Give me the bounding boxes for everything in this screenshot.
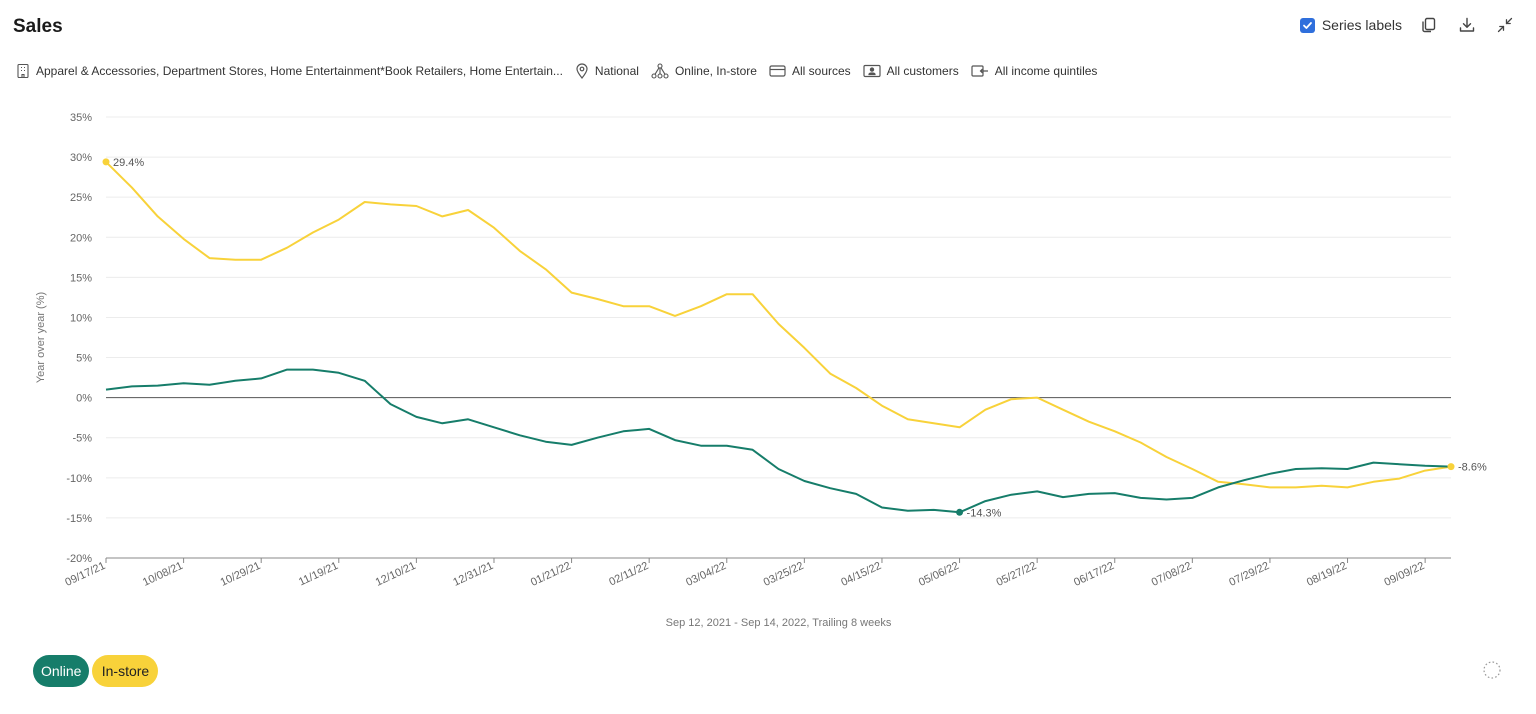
online-min-label: -14.3% (967, 507, 1002, 519)
filter-source[interactable]: All sources (769, 64, 851, 78)
legend-instore-button[interactable]: In-store (92, 655, 159, 687)
filter-customers-text: All customers (886, 64, 959, 78)
filter-geography-text: National (594, 64, 639, 78)
chart-toolbar: Series labels (1299, 14, 1516, 36)
checkbox-checked-icon[interactable] (1299, 17, 1315, 33)
x-tick-label: 06/17/22 (1072, 560, 1116, 589)
filter-channel-text: Online, In-store (674, 64, 757, 78)
x-tick-label: 07/08/22 (1150, 560, 1194, 589)
x-tick-label: 12/31/21 (451, 560, 495, 589)
y-tick-label: 20% (70, 232, 92, 244)
y-tick-label: 30% (70, 152, 92, 164)
loading-spinner-icon (1483, 661, 1501, 679)
series-labels-text: Series labels (1321, 17, 1402, 33)
x-tick-label: 09/09/22 (1383, 560, 1427, 589)
x-tick-label: 12/10/21 (374, 560, 418, 589)
download-icon[interactable] (1456, 14, 1478, 36)
copy-icon[interactable] (1418, 14, 1440, 36)
line-chart: 35% 30% 25% 20% 15% 10% 5% 0% -5% -10% -15% -20% 09/… (35, 112, 1487, 629)
series-line-instore (105, 161, 1452, 489)
channels-icon (651, 63, 669, 79)
series-labels-toggle[interactable]: Series labels (1299, 17, 1402, 33)
y-tick-label: -20% (66, 553, 92, 565)
collapse-icon[interactable] (1494, 14, 1516, 36)
x-tick-label: 03/04/22 (684, 560, 728, 589)
x-tick-label: 10/29/21 (219, 560, 263, 589)
y-tick-label: 0% (76, 393, 92, 405)
filter-channel[interactable]: Online, In-store (651, 63, 757, 79)
y-tick-label: 15% (70, 272, 92, 284)
x-tick-label: 08/19/22 (1305, 560, 1349, 589)
y-tick-label: -5% (72, 433, 92, 445)
x-tick-label: 04/15/22 (839, 560, 883, 589)
filter-source-text: All sources (791, 64, 851, 78)
legend: Online In-store (33, 655, 159, 687)
y-tick-label: 25% (70, 192, 92, 204)
series-line-online (105, 368, 1452, 514)
location-pin-icon (576, 63, 588, 79)
income-icon (971, 65, 988, 77)
x-tick-label: 10/08/21 (141, 560, 185, 589)
x-tick-label: 11/19/21 (297, 560, 340, 589)
customer-id-icon (863, 64, 881, 78)
filter-income[interactable]: All income quintiles (971, 64, 1098, 78)
instore-end-label-marker (1447, 463, 1455, 471)
filter-customers[interactable]: All customers (863, 64, 959, 78)
x-tick-label: 05/06/22 (917, 560, 961, 589)
filter-geography[interactable]: National (575, 63, 639, 79)
y-axis-title: Year over year (%) (35, 292, 47, 383)
x-tick-label: 03/25/22 (762, 560, 806, 589)
y-tick-label: 10% (70, 312, 92, 324)
x-tick-label: 05/27/22 (995, 560, 1039, 589)
instore-end-label: -8.6% (1458, 462, 1487, 474)
x-tick-label: 01/21/22 (529, 560, 573, 589)
instore-max-label: 29.4% (113, 157, 144, 169)
filter-bar: Apparel & Accessories, Department Stores… (16, 63, 1109, 79)
x-tick-label: 07/29/22 (1227, 560, 1271, 589)
card-icon (769, 65, 786, 77)
filter-industry[interactable]: Apparel & Accessories, Department Stores… (16, 63, 563, 79)
y-tick-label: 35% (70, 112, 92, 124)
y-tick-label: 5% (76, 353, 92, 365)
page-title: Sales (13, 16, 63, 37)
filter-income-text: All income quintiles (994, 64, 1098, 78)
online-min-label-marker (956, 508, 964, 516)
building-icon (17, 63, 29, 79)
instore-max-label-marker (102, 158, 110, 166)
y-tick-label: -10% (66, 473, 92, 485)
y-tick-label: -15% (66, 513, 92, 525)
filter-industry-text: Apparel & Accessories, Department Stores… (36, 64, 563, 78)
x-tick-label: 02/11/22 (607, 560, 650, 589)
legend-online-button[interactable]: Online (33, 655, 90, 687)
x-axis-title: Sep 12, 2021 - Sep 14, 2022, Trailing 8 … (666, 617, 892, 629)
